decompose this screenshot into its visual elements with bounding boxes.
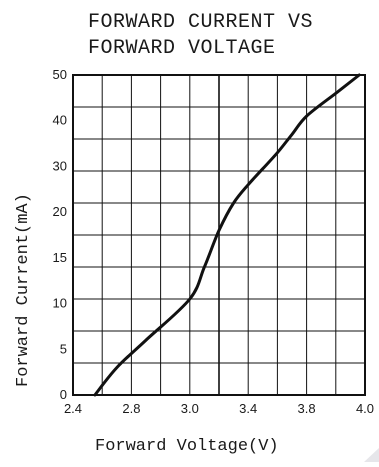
tick-labels: 2.4 2.8 3.0 3.4 3.8 4.0 0 5 10 15 20 30 40 50 — [53, 67, 375, 416]
x-tick-label: 3.8 — [298, 401, 316, 416]
x-tick-label: 2.8 — [122, 401, 140, 416]
x-tick-label: 4.0 — [356, 401, 374, 416]
y-tick-label: 5 — [60, 341, 67, 356]
y-axis-label: Forward Current(mA) — [14, 193, 33, 387]
series — [93, 73, 361, 397]
chart-title-line-1: FORWARD CURRENT VS — [88, 11, 313, 34]
y-tick-label: 0 — [60, 387, 67, 402]
chart-title-line-2: FORWARD VOLTAGE — [88, 37, 276, 60]
corner-decoration — [364, 448, 379, 462]
x-axis-label: Forward Voltage(V) — [95, 437, 279, 456]
x-tick-label: 3.4 — [239, 401, 257, 416]
y-tick-label: 10 — [53, 296, 67, 311]
y-tick-label: 20 — [53, 204, 67, 219]
plot-frame — [72, 74, 366, 396]
y-tick-label: 15 — [53, 250, 67, 265]
y-tick-label: 50 — [53, 67, 67, 82]
y-tick-label: 40 — [53, 113, 67, 128]
x-tick-label: 3.0 — [181, 401, 199, 416]
grid — [72, 74, 366, 396]
x-tick-label: 2.4 — [64, 401, 82, 416]
series-line — [93, 73, 361, 397]
y-tick-label: 30 — [53, 158, 67, 173]
